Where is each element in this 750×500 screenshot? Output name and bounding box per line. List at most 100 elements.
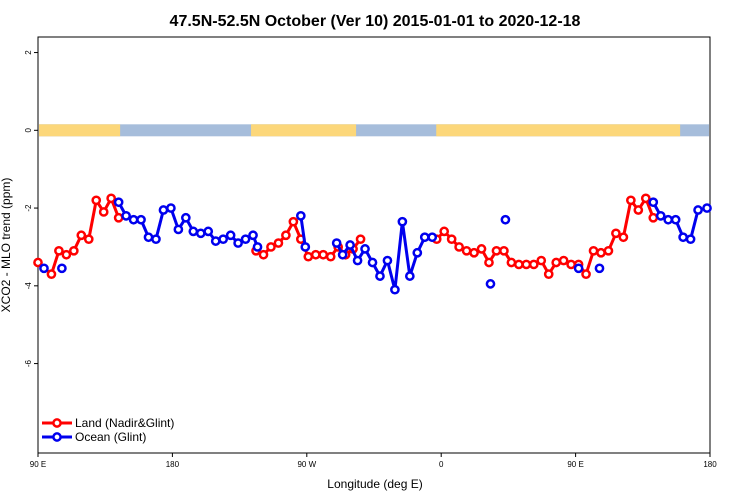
ocean-point-2-3 xyxy=(136,214,146,225)
ocean-point-2-17 xyxy=(240,234,251,245)
ocean-point-2-15 xyxy=(225,230,236,241)
ocean-point-4-5 xyxy=(367,257,378,268)
ocean-point-2-8 xyxy=(173,224,184,235)
ocean-point-9-3 xyxy=(670,214,681,225)
land-point-2-21 xyxy=(588,245,599,256)
ocean-point-9-7 xyxy=(702,203,712,213)
ocean-point-3-0 xyxy=(295,210,306,221)
ocean-point-9-2 xyxy=(663,214,674,225)
land-point-2-18 xyxy=(566,259,576,270)
land-point-0-3 xyxy=(61,249,72,260)
axis-ticks: 90 E 180 90 W 0 90 E 180 2 0 -2 -4 -6 xyxy=(24,50,717,469)
land-point-2-8 xyxy=(491,245,502,256)
y-tick-label-0: 2 xyxy=(24,50,33,55)
legend-ocean-label: Ocean (Glint) xyxy=(75,430,146,444)
land-point-2-17 xyxy=(558,255,569,266)
ocean-point-6-0 xyxy=(500,214,511,225)
ocean-point-5-0 xyxy=(485,279,496,289)
ocean-point-2-16 xyxy=(233,238,243,248)
chart-title: 47.5N-52.5N October (Ver 10) 2015-01-01 … xyxy=(170,13,581,30)
y-tick-label-4: -6 xyxy=(24,359,33,367)
land-point-1-2 xyxy=(266,242,276,252)
land-point-1-8 xyxy=(310,249,321,260)
ocean-point-4-12 xyxy=(419,232,430,243)
ocean-point-2-18 xyxy=(248,230,258,241)
ocean-point-4-6 xyxy=(375,271,385,281)
ocean-point-2-9 xyxy=(180,212,191,223)
x-tick-label-0: 90 E xyxy=(30,460,46,469)
ocean-point-2-11 xyxy=(195,228,206,239)
land-ocean-band xyxy=(39,124,709,137)
land-band-2 xyxy=(436,124,681,137)
land-point-2-13 xyxy=(528,259,539,270)
land-point-2-29 xyxy=(648,212,659,223)
land-point-1-5 xyxy=(288,216,299,227)
land-point-1-1 xyxy=(258,249,269,260)
x-axis-label: Longitude (deg E) xyxy=(327,477,422,491)
ocean-point-4-0 xyxy=(331,238,342,248)
land-point-2-7 xyxy=(484,257,494,268)
land-point-2-4 xyxy=(461,245,472,256)
ocean-point-8-0 xyxy=(594,263,605,274)
land-point-2-15 xyxy=(543,269,554,280)
land-point-1-14 xyxy=(355,234,366,245)
land-point-2-23 xyxy=(603,245,614,256)
land-point-2-22 xyxy=(596,247,606,258)
x-tick-label-4: 90 E xyxy=(567,460,583,469)
land-point-2-16 xyxy=(551,257,562,268)
land-point-1-10 xyxy=(325,251,336,262)
land-point-2-6 xyxy=(476,244,487,254)
ocean-point-9-4 xyxy=(678,232,688,243)
y-tick-label-2: -2 xyxy=(24,204,33,212)
land-point-2-2 xyxy=(446,234,457,245)
legend: Land (Nadir&Glint)Ocean (Glint) xyxy=(42,416,174,444)
x-tick-label-3: 0 xyxy=(439,460,444,469)
land-point-2-20 xyxy=(581,269,591,280)
ocean-point-2-0 xyxy=(113,197,124,208)
land-point-2-5 xyxy=(469,247,479,258)
land-point-0-6 xyxy=(83,234,94,245)
land-point-1-7 xyxy=(303,251,314,262)
land-point-2-1 xyxy=(439,226,450,237)
land-band-1 xyxy=(251,124,357,137)
land-point-1-4 xyxy=(281,230,291,241)
land-point-0-7 xyxy=(91,195,102,206)
land-point-2-26 xyxy=(626,195,636,206)
ocean-point-4-10 xyxy=(404,271,415,281)
land-point-0-4 xyxy=(68,245,79,256)
ocean-point-4-7 xyxy=(382,255,393,266)
plot-frame xyxy=(37,36,711,454)
ocean-point-2-4 xyxy=(143,232,154,243)
ocean-point-2-10 xyxy=(188,226,199,237)
legend-ocean-marker xyxy=(52,432,62,442)
land-point-0-2 xyxy=(54,245,64,256)
land-point-2-9 xyxy=(499,245,509,256)
ocean-point-2-5 xyxy=(151,234,161,245)
land-band-0 xyxy=(39,124,121,137)
land-point-2-24 xyxy=(611,228,621,239)
x-tick-label-1: 180 xyxy=(166,460,180,469)
ocean-point-4-1 xyxy=(337,249,348,260)
ocean-point-2-1 xyxy=(121,210,131,221)
land-point-0-9 xyxy=(106,193,117,204)
legend-land-label: Land (Nadir&Glint) xyxy=(75,416,174,430)
ocean-point-9-5 xyxy=(685,234,696,245)
ocean-point-0-0 xyxy=(39,263,49,274)
ocean-point-4-2 xyxy=(345,240,355,250)
ocean-line-3 xyxy=(299,215,307,248)
ocean-point-7-0 xyxy=(573,263,584,274)
ocean-point-4-4 xyxy=(360,244,370,254)
land-point-2-27 xyxy=(633,205,644,215)
ocean-point-2-2 xyxy=(128,214,139,225)
ocean-point-4-11 xyxy=(412,247,423,258)
land-point-2-11 xyxy=(514,259,524,270)
ocean-point-9-6 xyxy=(693,205,703,215)
land-point-0-1 xyxy=(46,269,57,280)
x-tick-label-5: 180 xyxy=(703,460,717,469)
land-point-2-14 xyxy=(536,255,547,266)
ocean-point-2-19 xyxy=(252,242,263,252)
ocean-point-4-3 xyxy=(352,255,363,266)
ocean-point-3-1 xyxy=(300,242,311,252)
ocean-point-9-0 xyxy=(648,197,659,208)
